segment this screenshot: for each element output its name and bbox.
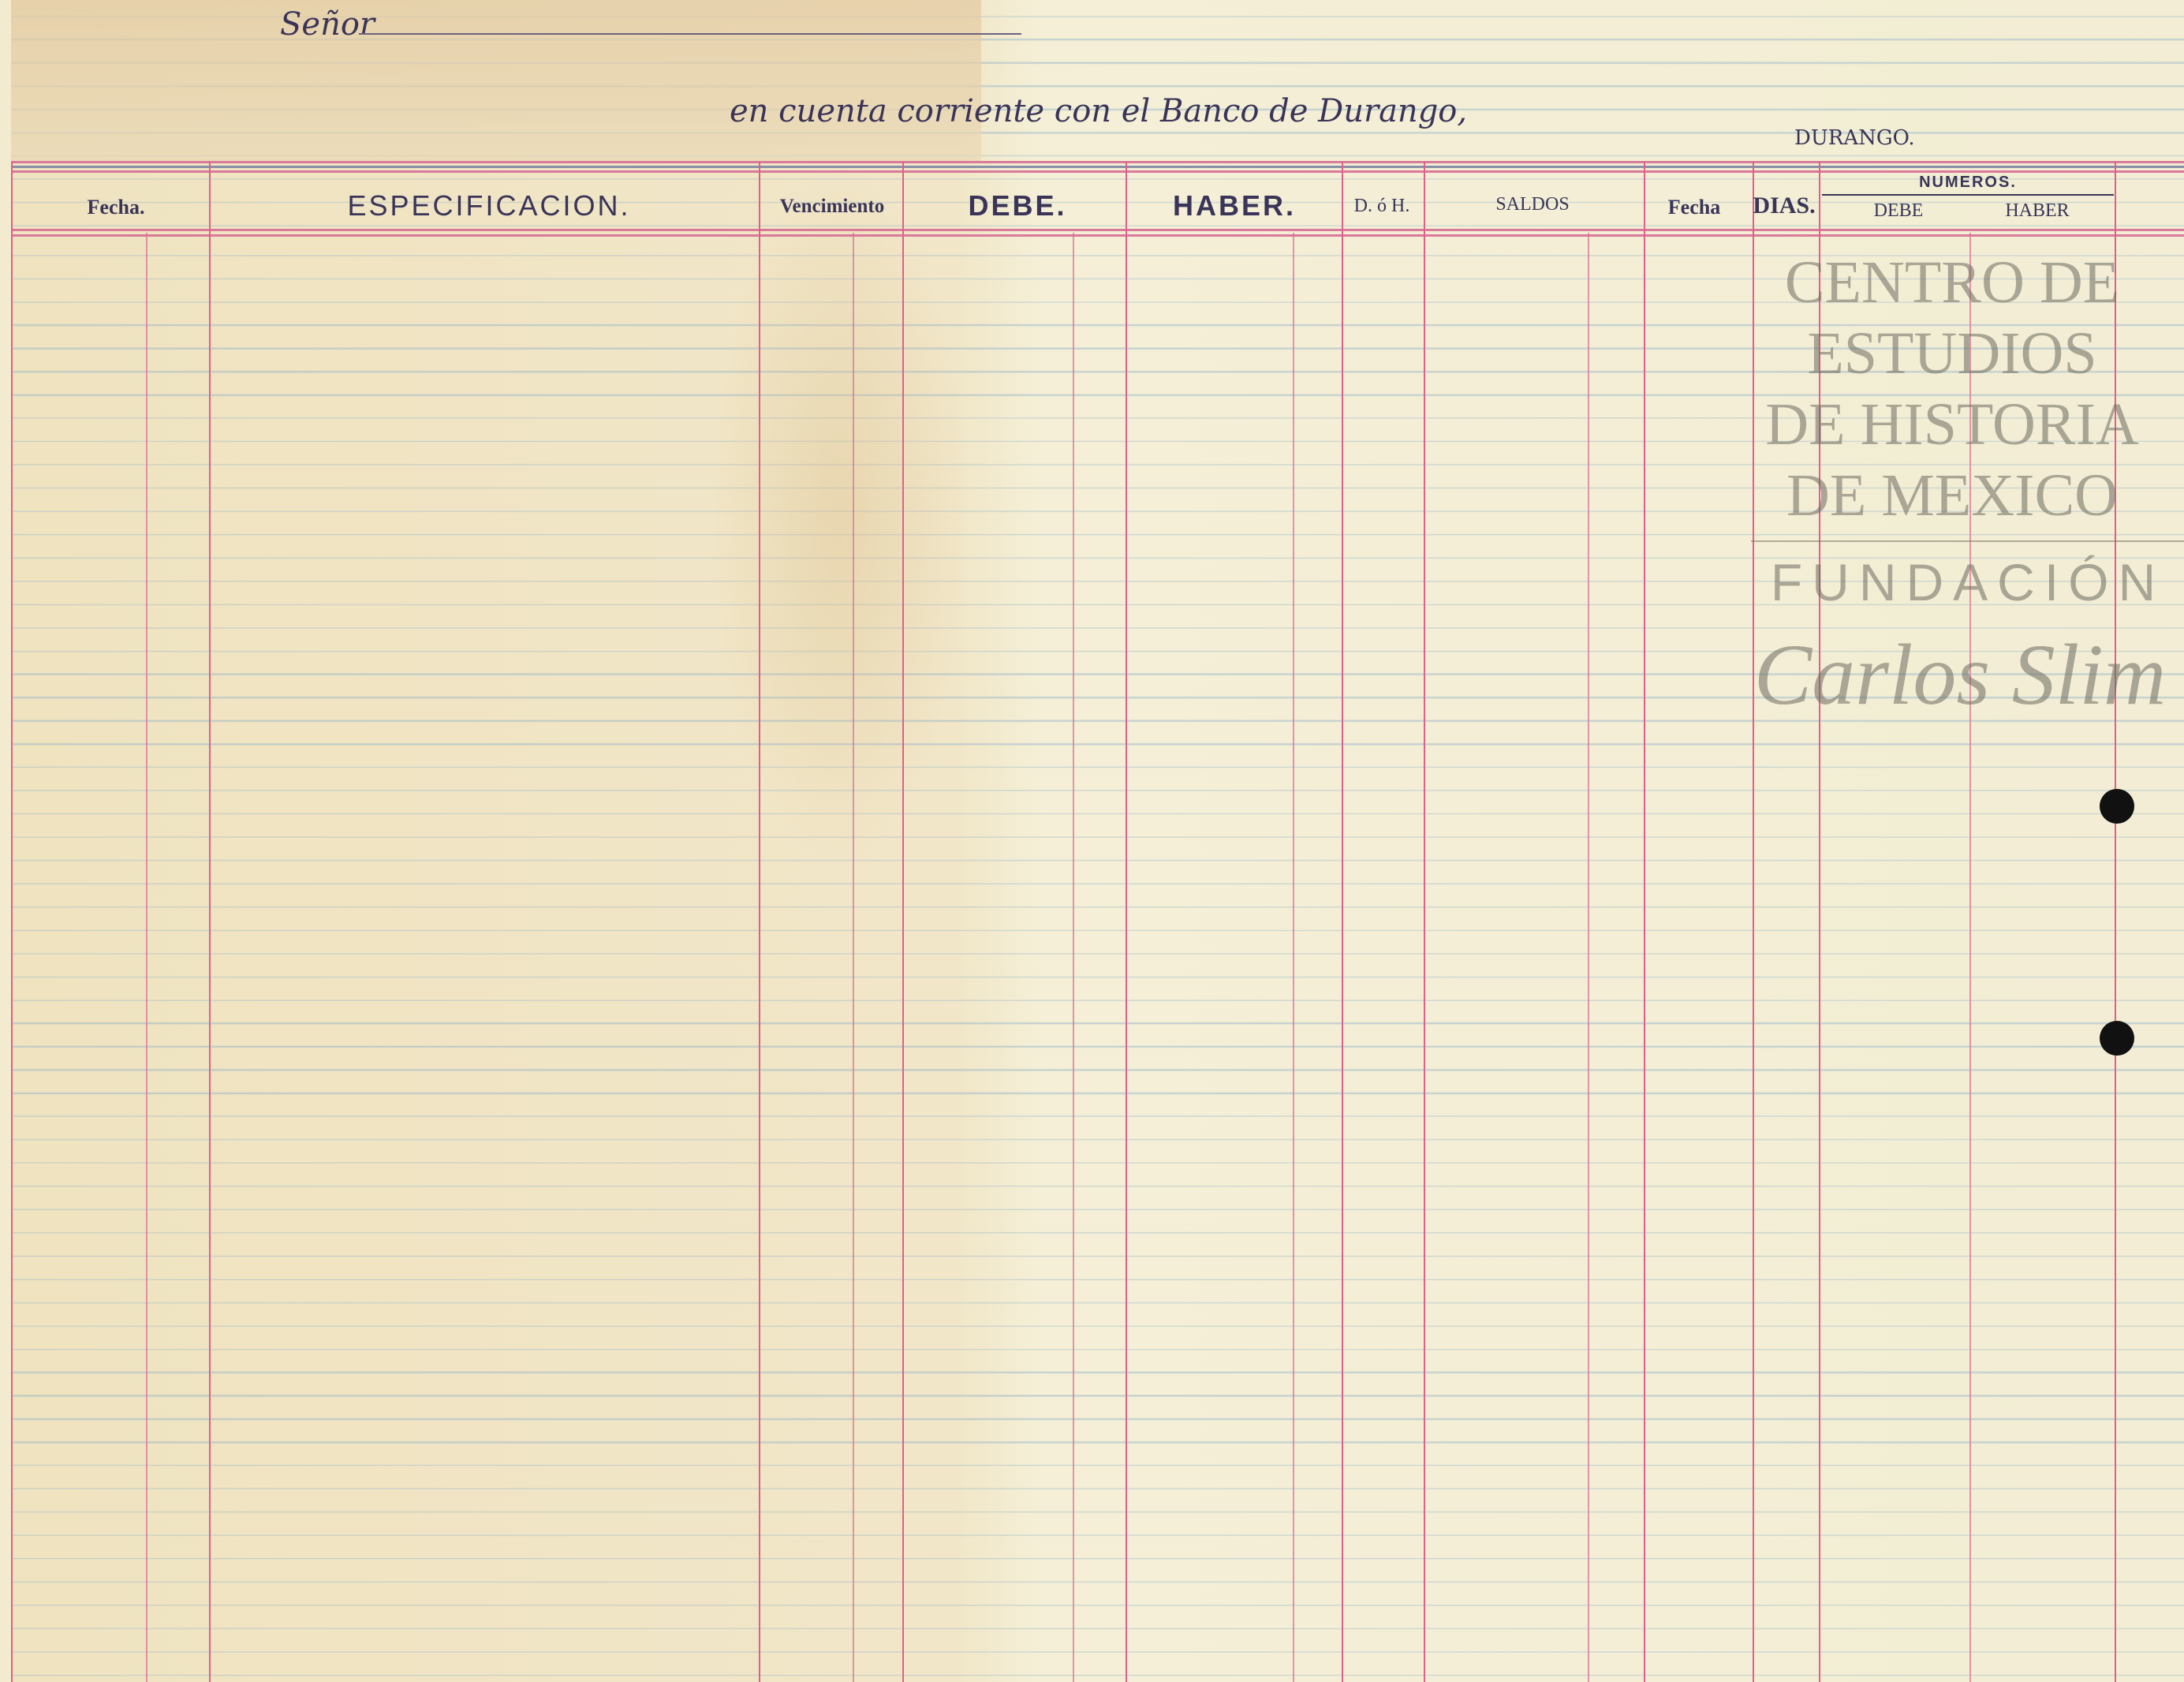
column-rule: [1126, 162, 1127, 1682]
col-especificacion: ESPECIFICACION.: [347, 189, 631, 222]
col-dias: DIAS.: [1753, 192, 1816, 219]
watermark-line: DE MEXICO: [1786, 462, 2119, 529]
account-line: en cuenta corriente con el Banco de Dura…: [730, 93, 1468, 129]
col-debe: DEBE.: [968, 189, 1067, 222]
column-rule: [1293, 233, 1294, 1682]
column-rule: [11, 162, 13, 1682]
col-vencimiento: Vencimiento: [779, 196, 885, 217]
city-label: DURANGO.: [1794, 126, 1915, 150]
watermark-rule: [1751, 540, 2184, 542]
header-top-rule: [11, 161, 2184, 163]
column-rule: [853, 233, 854, 1682]
ledger-sheet: [11, 0, 2184, 1682]
col-numeros: NUMEROS.: [1919, 174, 2017, 191]
punch-hole: [2100, 1021, 2134, 1056]
column-rule: [1969, 233, 1971, 1682]
numeros-rule: [1822, 194, 2114, 196]
col-numeros-haber: HABER: [2005, 200, 2070, 221]
col-fecha: Fecha.: [87, 196, 145, 219]
col-d-o-h: D. ó H.: [1353, 196, 1410, 216]
column-rule: [1342, 162, 1343, 1682]
column-rule: [902, 162, 904, 1682]
watermark-signature: Carlos Slim: [1753, 626, 2167, 723]
header-bottom-rule-2: [11, 234, 2184, 237]
col-numeros-debe: DEBE: [1873, 200, 1924, 221]
header-top-rule-2: [11, 170, 2184, 173]
watermark-fundacion: FUNDACIÓN: [1770, 553, 2166, 611]
column-rule: [1588, 233, 1589, 1682]
column-rule: [1819, 162, 1820, 1682]
watermark-line: ESTUDIOS: [1807, 320, 2097, 387]
aged-paper-band: [11, 0, 981, 162]
column-rule: [759, 162, 760, 1682]
paper-stain: [710, 162, 970, 872]
column-rule: [1753, 162, 1754, 1682]
punch-hole: [2100, 789, 2134, 824]
column-rule: [146, 233, 147, 1682]
senor-line: [359, 33, 1021, 35]
column-rule: [209, 162, 211, 1682]
column-rule: [1073, 233, 1074, 1682]
header-bottom-rule: [11, 229, 2184, 231]
watermark-line: DE HISTORIA: [1765, 391, 2139, 458]
watermark-line: CENTRO DE: [1784, 249, 2120, 316]
column-rule: [1644, 162, 1645, 1682]
header-top-rule-grey: [11, 166, 2184, 168]
senor-label: Señor: [280, 6, 375, 43]
col-saldos: SALDOS: [1495, 194, 1570, 215]
col-fecha-2: Fecha: [1667, 196, 1721, 219]
column-rule: [2115, 162, 2116, 1682]
column-rule: [1424, 162, 1425, 1682]
col-haber: HABER.: [1172, 189, 1297, 222]
